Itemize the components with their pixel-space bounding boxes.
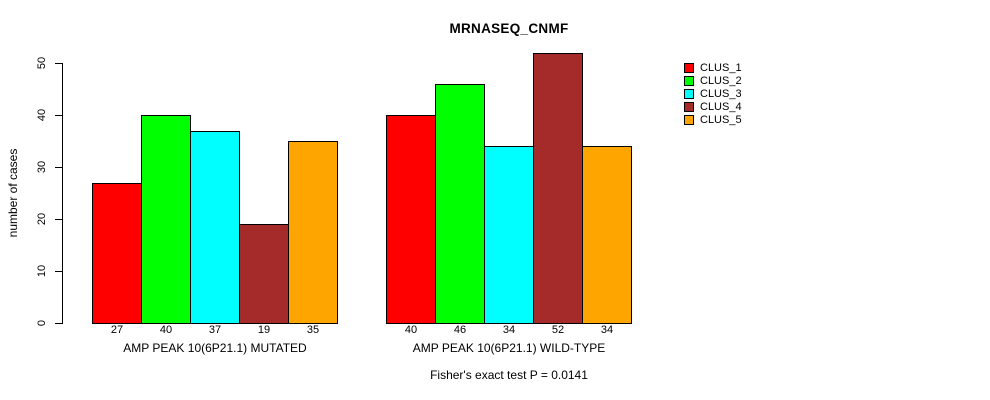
- bar-value-label: 34: [502, 324, 516, 336]
- bar-value-label: 46: [453, 324, 467, 336]
- bar-clus_2: [141, 115, 191, 324]
- bar-clus_5: [288, 141, 338, 324]
- bar-value-label: 19: [257, 324, 271, 336]
- legend: CLUS_1 CLUS_2 CLUS_3 CLUS_4 CLUS_5: [684, 61, 742, 126]
- bar-value-label: 27: [110, 324, 124, 336]
- y-axis-tick: [55, 63, 62, 64]
- bar-value-label: 52: [551, 324, 565, 336]
- legend-swatch-icon: [684, 88, 694, 99]
- legend-label: CLUS_2: [700, 74, 742, 87]
- legend-item: CLUS_2: [684, 74, 742, 87]
- legend-label: CLUS_3: [700, 87, 742, 100]
- bar-clus_4: [533, 53, 583, 324]
- bar-value-label: 40: [159, 324, 173, 336]
- y-axis-tick: [55, 323, 62, 324]
- legend-swatch-icon: [684, 101, 694, 112]
- bar-clus_2: [435, 84, 485, 324]
- bar-clus_4: [239, 224, 289, 324]
- group-label: AMP PEAK 10(6P21.1) WILD-TYPE: [412, 341, 606, 355]
- bar-clus_1: [386, 115, 436, 324]
- y-axis-tick-label: 30: [36, 160, 48, 174]
- legend-label: CLUS_5: [700, 113, 742, 126]
- annotation-fishers-test: Fisher's exact test P = 0.0141: [430, 368, 588, 382]
- y-axis-tick-label: 40: [36, 108, 48, 122]
- bar-clus_5: [582, 146, 632, 324]
- y-axis-tick-label: 50: [36, 56, 48, 70]
- bar-value-label: 40: [404, 324, 418, 336]
- bar-clus_1: [92, 183, 142, 324]
- y-axis-line: [62, 63, 63, 324]
- legend-item: CLUS_1: [684, 61, 742, 74]
- y-axis-label: number of cases: [6, 148, 20, 238]
- legend-swatch-icon: [684, 62, 694, 73]
- bar-clus_3: [484, 146, 534, 324]
- y-axis-tick: [55, 115, 62, 116]
- bar-value-label: 35: [306, 324, 320, 336]
- bar-value-label: 34: [600, 324, 614, 336]
- y-axis-tick: [55, 219, 62, 220]
- legend-swatch-icon: [684, 75, 694, 86]
- bar-clus_3: [190, 131, 240, 324]
- legend-item: CLUS_4: [684, 100, 742, 113]
- y-axis-tick: [55, 167, 62, 168]
- y-axis-tick-label: 20: [36, 212, 48, 226]
- legend-swatch-icon: [684, 114, 694, 125]
- legend-item: CLUS_5: [684, 113, 742, 126]
- bar-value-label: 37: [208, 324, 222, 336]
- legend-label: CLUS_4: [700, 100, 742, 113]
- group-label: AMP PEAK 10(6P21.1) MUTATED: [123, 341, 307, 355]
- y-axis-tick-label: 10: [36, 264, 48, 278]
- legend-item: CLUS_3: [684, 87, 742, 100]
- y-axis-tick: [55, 271, 62, 272]
- y-axis-tick-label: 0: [36, 319, 48, 327]
- chart-title: MRNASEQ_CNMF: [449, 21, 569, 36]
- legend-label: CLUS_1: [700, 61, 742, 74]
